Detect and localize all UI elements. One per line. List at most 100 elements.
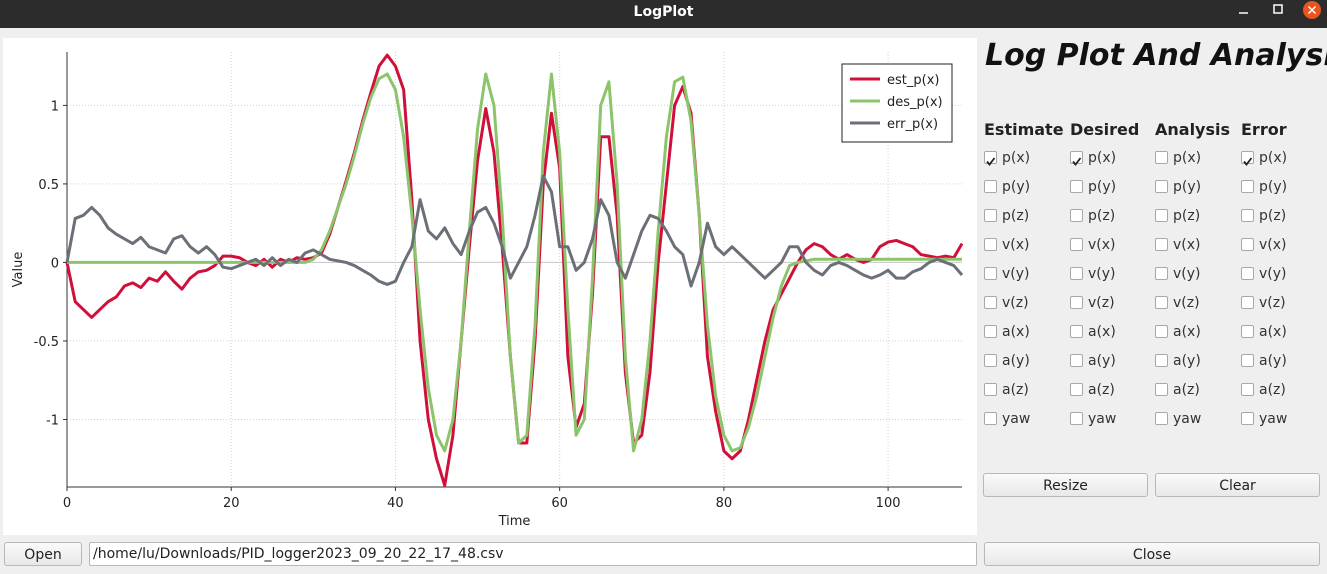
x-tick-label: 0: [63, 496, 71, 511]
column-header: Error: [1241, 120, 1287, 139]
checkbox-label: p(x): [1173, 150, 1202, 166]
checkbox[interactable]: [1070, 238, 1083, 251]
checkbox-label: a(x): [1259, 324, 1287, 340]
checkbox[interactable]: [1241, 296, 1254, 309]
checkbox[interactable]: [1241, 267, 1254, 280]
legend-box: [841, 63, 953, 143]
checkbox[interactable]: [1155, 296, 1168, 309]
checkbox[interactable]: [1155, 151, 1168, 164]
checkbox-label: p(y): [1002, 179, 1031, 195]
series-line: [67, 72, 962, 453]
checkbox[interactable]: [984, 296, 997, 309]
check-mark: [1243, 157, 1253, 166]
checkbox[interactable]: [984, 180, 997, 193]
close-button[interactable]: Close: [984, 542, 1320, 566]
checkbox-label: p(z): [1173, 208, 1201, 224]
close-icon: [1307, 5, 1317, 15]
checkbox[interactable]: [1070, 383, 1083, 396]
panel-button[interactable]: Clear: [1155, 473, 1320, 497]
checkbox-label: p(z): [1088, 208, 1116, 224]
checkbox-label: a(y): [1088, 353, 1116, 369]
plot-panel: -1 -0.5 0 0.5 1 0 20 40 60 80 100 Time Value est_p(x)…: [3, 38, 977, 535]
checkbox-label: v(z): [1002, 295, 1029, 311]
y-tick-label: 0: [51, 256, 59, 271]
checkbox[interactable]: [1070, 267, 1083, 280]
legend-label: err_p(x): [887, 117, 938, 132]
checkbox[interactable]: [1241, 412, 1254, 425]
x-axis-label: Time: [498, 514, 531, 529]
checkbox-label: v(x): [1259, 237, 1287, 253]
series-line: [65, 174, 964, 288]
checkbox-label: a(y): [1002, 353, 1030, 369]
checkbox-label: yaw: [1088, 411, 1117, 427]
checkbox-label: a(z): [1088, 382, 1115, 398]
checkbox[interactable]: [1155, 209, 1168, 222]
checkbox-label: v(y): [1088, 266, 1116, 282]
check-mark: [1072, 157, 1082, 166]
checkbox[interactable]: [984, 325, 997, 338]
checkbox[interactable]: [1155, 354, 1168, 367]
x-tick-label: 100: [876, 496, 901, 511]
checkbox[interactable]: [1070, 412, 1083, 425]
maximize-button[interactable]: [1273, 4, 1283, 14]
checkbox[interactable]: [984, 383, 997, 396]
check-mark: [986, 157, 996, 166]
checkbox[interactable]: [1070, 209, 1083, 222]
checkbox[interactable]: [984, 412, 997, 425]
checkbox-label: a(x): [1002, 324, 1030, 340]
checkbox-label: a(z): [1259, 382, 1286, 398]
checkbox[interactable]: [1241, 325, 1254, 338]
checkbox[interactable]: [1155, 325, 1168, 338]
checkbox[interactable]: [1070, 180, 1083, 193]
open-button[interactable]: Open: [4, 542, 82, 566]
checkbox-label: yaw: [1173, 411, 1202, 427]
checkbox[interactable]: [984, 238, 997, 251]
checkbox[interactable]: [984, 209, 997, 222]
y-tick-label: 1: [51, 99, 59, 114]
checkbox[interactable]: [1241, 151, 1254, 166]
checkbox-label: p(y): [1088, 179, 1117, 195]
checkbox[interactable]: [1070, 151, 1083, 166]
checkbox[interactable]: [1155, 383, 1168, 396]
checkbox-label: a(z): [1002, 382, 1029, 398]
column-header: Estimate: [984, 120, 1064, 139]
checkbox-label: a(z): [1173, 382, 1200, 398]
panel-button[interactable]: Resize: [983, 473, 1148, 497]
file-path-field[interactable]: /home/lu/Downloads/PID_logger2023_09_20_…: [89, 542, 977, 566]
checkbox-label: a(y): [1173, 353, 1201, 369]
legend-label: des_p(x): [887, 95, 943, 110]
checkbox[interactable]: [1241, 238, 1254, 251]
column-header: Desired: [1070, 120, 1140, 139]
checkbox[interactable]: [1155, 267, 1168, 280]
checkbox[interactable]: [1070, 354, 1083, 367]
checkbox-label: v(x): [1002, 237, 1030, 253]
checkbox[interactable]: [1155, 412, 1168, 425]
chart: -1 -0.5 0 0.5 1 0 20 40 60 80 100 Time Value est_p(x)…: [11, 52, 964, 529]
checkbox-label: v(y): [1259, 266, 1287, 282]
checkbox-label: p(y): [1173, 179, 1202, 195]
checkbox-label: p(x): [1088, 150, 1117, 166]
checkbox-label: a(x): [1173, 324, 1201, 340]
checkbox-label: yaw: [1259, 411, 1288, 427]
checkbox[interactable]: [984, 354, 997, 367]
checkbox-label: p(x): [1002, 150, 1031, 166]
checkbox-label: v(y): [1002, 266, 1030, 282]
checkbox[interactable]: [1241, 354, 1254, 367]
x-tick-label: 80: [716, 496, 733, 511]
checkbox[interactable]: [1155, 238, 1168, 251]
checkbox[interactable]: [1070, 325, 1083, 338]
checkbox[interactable]: [984, 267, 997, 280]
checkbox-label: yaw: [1002, 411, 1031, 427]
checkbox[interactable]: [1241, 209, 1254, 222]
checkbox[interactable]: [984, 151, 997, 166]
checkbox[interactable]: [1241, 383, 1254, 396]
checkbox[interactable]: [1155, 180, 1168, 193]
checkbox-label: p(z): [1259, 208, 1287, 224]
y-tick-label: 0.5: [38, 178, 59, 193]
checkbox-label: a(y): [1259, 353, 1287, 369]
checkbox[interactable]: [1070, 296, 1083, 309]
checkbox[interactable]: [1241, 180, 1254, 193]
checkbox-label: a(x): [1088, 324, 1116, 340]
checkbox-label: p(z): [1002, 208, 1030, 224]
x-tick-label: 20: [223, 496, 240, 511]
